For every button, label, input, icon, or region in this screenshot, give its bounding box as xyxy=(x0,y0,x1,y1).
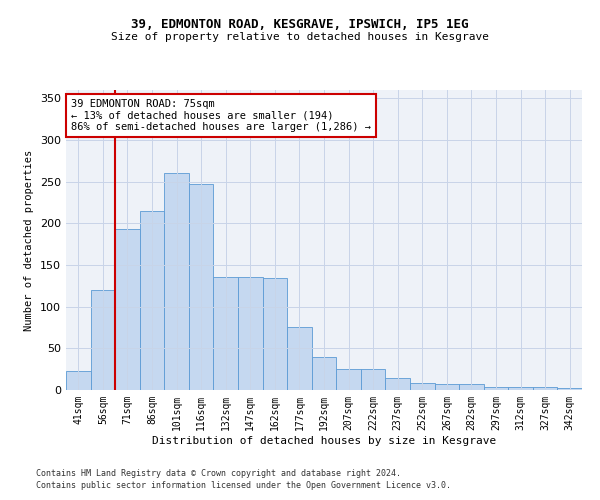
Bar xyxy=(361,369,385,390)
Bar xyxy=(189,184,214,390)
Bar xyxy=(140,211,164,390)
Bar xyxy=(385,378,410,390)
Text: 39, EDMONTON ROAD, KESGRAVE, IPSWICH, IP5 1EG: 39, EDMONTON ROAD, KESGRAVE, IPSWICH, IP… xyxy=(131,18,469,30)
Bar xyxy=(287,326,312,390)
Bar xyxy=(238,276,263,390)
Bar xyxy=(508,386,533,390)
Bar xyxy=(557,388,582,390)
Bar xyxy=(263,278,287,390)
Text: Contains HM Land Registry data © Crown copyright and database right 2024.: Contains HM Land Registry data © Crown c… xyxy=(36,468,401,477)
Text: Size of property relative to detached houses in Kesgrave: Size of property relative to detached ho… xyxy=(111,32,489,42)
Bar xyxy=(336,369,361,390)
Text: 39 EDMONTON ROAD: 75sqm
← 13% of detached houses are smaller (194)
86% of semi-d: 39 EDMONTON ROAD: 75sqm ← 13% of detache… xyxy=(71,99,371,132)
Bar xyxy=(66,371,91,390)
Bar xyxy=(533,386,557,390)
X-axis label: Distribution of detached houses by size in Kesgrave: Distribution of detached houses by size … xyxy=(152,436,496,446)
Bar xyxy=(484,386,508,390)
Bar xyxy=(410,384,434,390)
Text: Contains public sector information licensed under the Open Government Licence v3: Contains public sector information licen… xyxy=(36,481,451,490)
Bar xyxy=(312,356,336,390)
Bar xyxy=(459,384,484,390)
Bar xyxy=(214,276,238,390)
Bar xyxy=(115,229,140,390)
Bar xyxy=(91,290,115,390)
Bar xyxy=(164,174,189,390)
Bar xyxy=(434,384,459,390)
Y-axis label: Number of detached properties: Number of detached properties xyxy=(25,150,34,330)
